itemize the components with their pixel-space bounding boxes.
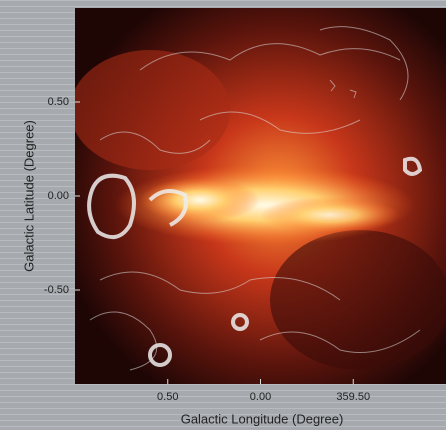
y-tick-label: 0.00 [48, 190, 69, 202]
y-tick-label: -0.50 [44, 284, 69, 296]
x-tick-label: 359.50 [336, 391, 370, 403]
figure: 0.50 0.00 359.50 0.50 0.00 -0.50 Galactic Lon… [0, 0, 446, 430]
x-tick-label: 0.00 [250, 391, 271, 403]
x-axis-title: Galactic Longitude (Degree) [181, 411, 344, 426]
sky-image [70, 8, 446, 384]
y-tick-label: 0.50 [48, 96, 69, 108]
y-axis-title: Galactic Latitude (Degree) [21, 120, 36, 272]
x-tick-label: 0.50 [157, 391, 178, 403]
